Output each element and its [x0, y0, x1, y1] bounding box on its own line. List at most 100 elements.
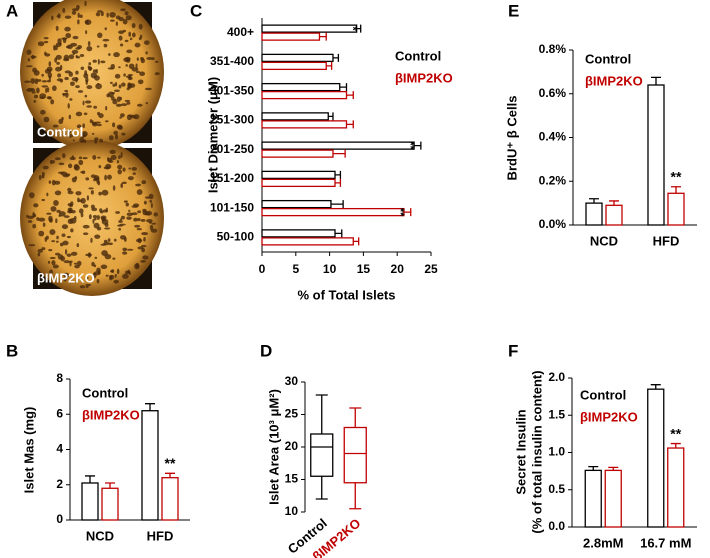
islet [113, 52, 120, 58]
error-bar [335, 170, 342, 179]
islet [66, 253, 72, 257]
islet [126, 101, 131, 105]
islet [62, 7, 66, 13]
islet [128, 75, 132, 80]
islet [126, 248, 134, 251]
islet [31, 54, 35, 60]
y-tick-label: 50-100 [217, 230, 255, 244]
islet [63, 272, 70, 278]
bar [261, 141, 415, 150]
islet [73, 164, 80, 171]
y-tick-label: 0.2% [539, 173, 567, 187]
y-tick-label: 201-250 [210, 142, 254, 156]
islet [120, 113, 125, 118]
islet [140, 58, 146, 64]
islet [46, 66, 53, 72]
y-tick-label: 0 [56, 512, 63, 526]
islet [41, 73, 44, 77]
islet [80, 197, 86, 204]
islet [112, 122, 116, 128]
islet [125, 15, 132, 21]
islet [42, 222, 46, 227]
islet [78, 156, 83, 160]
islet [36, 87, 40, 94]
islet [27, 88, 34, 91]
islet [122, 247, 128, 252]
x-tick-label: 20 [391, 262, 405, 276]
legend-entry: Control [395, 48, 441, 63]
islet [47, 260, 51, 264]
islet [128, 271, 131, 276]
islet [124, 11, 129, 16]
error-bar [414, 141, 422, 150]
islet [93, 175, 100, 181]
error-bar [356, 24, 362, 33]
islet [155, 60, 159, 63]
islet [143, 40, 150, 45]
x-tick-label: NCD [86, 528, 114, 543]
islet [61, 233, 66, 237]
box [310, 433, 334, 477]
islet [59, 78, 63, 83]
islet [83, 112, 88, 116]
bar [605, 204, 623, 226]
islet [41, 198, 46, 202]
islet [125, 56, 131, 62]
islet [111, 269, 115, 273]
x-tick-label: 5 [292, 262, 299, 276]
y-tick-label: 8 [56, 371, 63, 385]
islet [92, 155, 97, 160]
bar [261, 170, 336, 180]
islet [76, 243, 80, 248]
islet [123, 73, 126, 77]
significance: ** [670, 425, 681, 441]
islet [113, 89, 120, 93]
islet [37, 248, 44, 253]
islet [131, 32, 136, 38]
islet [132, 172, 136, 175]
islet [85, 253, 93, 257]
bar [261, 53, 334, 63]
bar [261, 61, 327, 71]
islet [135, 71, 141, 74]
islet [141, 180, 147, 185]
islet [110, 155, 117, 161]
x-tick-label: 2.8mM [583, 535, 623, 550]
legend-entry: Control [82, 385, 128, 400]
error-bar [651, 76, 661, 85]
islet [153, 212, 159, 217]
islet [49, 159, 53, 165]
islet [109, 81, 113, 84]
islet [108, 242, 113, 246]
error-bar [670, 442, 681, 449]
islet [70, 228, 74, 233]
error-bar [335, 178, 342, 187]
islet [82, 204, 89, 208]
islet [119, 43, 124, 47]
islet [124, 39, 129, 43]
islet [128, 63, 135, 70]
islet [102, 209, 108, 213]
islet [86, 46, 93, 52]
islet [133, 203, 140, 207]
islet [48, 61, 52, 67]
x-tick-label: 16.7 mM [640, 535, 691, 550]
islet [145, 196, 151, 199]
y-tick-label: 10 [285, 504, 299, 518]
islet [137, 79, 144, 85]
islet [112, 257, 116, 260]
islet [67, 163, 73, 169]
islet [94, 234, 101, 239]
islet [72, 139, 75, 142]
y-tick-label: 0.6% [539, 86, 567, 100]
islet [84, 0, 87, 7]
islet [82, 123, 86, 129]
islet [98, 165, 102, 169]
bar [647, 388, 665, 528]
y-tick-label: 4 [56, 442, 63, 456]
islet [85, 283, 92, 287]
islet [140, 219, 146, 222]
islet [125, 64, 129, 67]
islet [51, 15, 54, 21]
y-tick-label: 2.0 [548, 370, 565, 384]
